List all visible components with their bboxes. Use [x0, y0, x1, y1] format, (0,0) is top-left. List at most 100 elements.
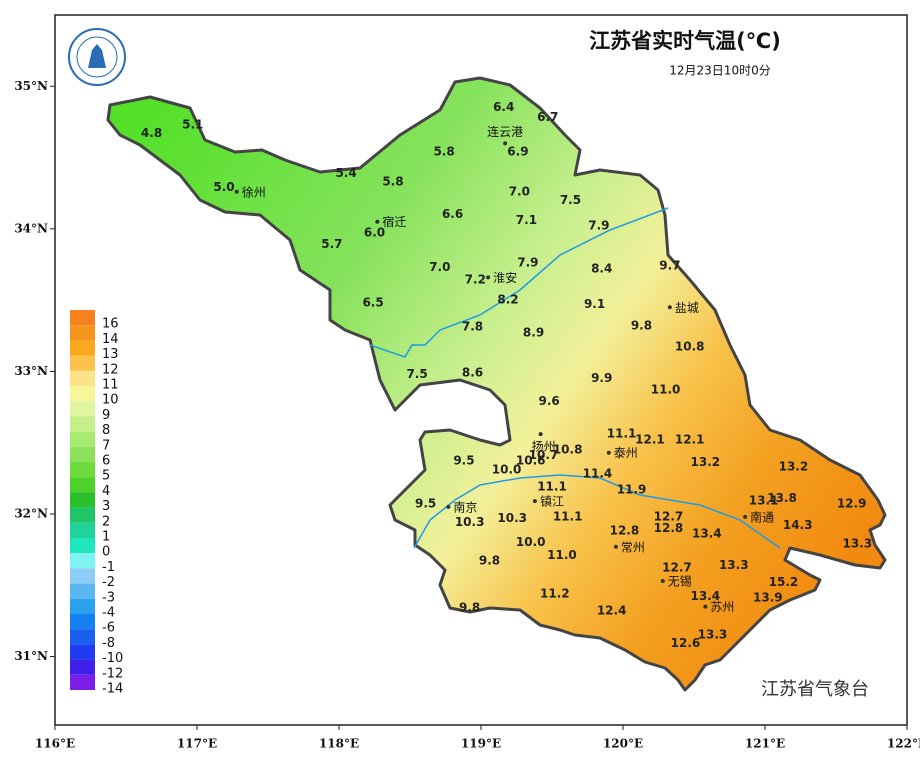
- city-dot: [743, 514, 748, 519]
- city-label: 徐州: [242, 184, 266, 199]
- station-temp: 5.0: [213, 180, 234, 194]
- legend-swatch: [70, 538, 95, 554]
- map-title: 江苏省实时气温(℃): [589, 29, 781, 53]
- station-temp: 9.6: [539, 394, 560, 408]
- legend-swatch: [70, 340, 95, 356]
- city-label: 淮安: [493, 270, 517, 285]
- legend-swatch: [70, 325, 95, 341]
- legend-swatch: [70, 431, 95, 447]
- city-dot: [667, 305, 672, 310]
- station-temp: 12.9: [837, 497, 867, 511]
- legend-label: 1: [102, 530, 110, 545]
- city-dot: [446, 504, 451, 509]
- station-temp: 13.1: [749, 494, 779, 508]
- legend-swatch: [70, 568, 95, 584]
- city-label: 镇江: [540, 495, 564, 509]
- city-label: 盐城: [675, 301, 699, 315]
- x-tick-label: 117°E: [177, 737, 217, 751]
- station-temp: 9.5: [415, 497, 436, 511]
- station-temp: 7.0: [509, 184, 530, 198]
- city-dot: [503, 141, 508, 146]
- station-temp: 11.1: [553, 509, 583, 523]
- station-temp: 5.1: [182, 117, 203, 131]
- station-temp: 7.9: [517, 256, 538, 270]
- legend-label: 13: [102, 347, 119, 362]
- y-tick-label: 31°N: [14, 649, 48, 663]
- legend-swatch: [70, 492, 95, 508]
- legend-swatch: [70, 401, 95, 417]
- city-dot: [375, 219, 380, 224]
- city-label: 南京: [453, 499, 477, 514]
- station-temp: 12.1: [675, 432, 705, 446]
- station-temp: 5.7: [321, 237, 342, 251]
- logo: [68, 28, 126, 86]
- city-dot: [703, 604, 708, 609]
- legend-label: -4: [102, 606, 115, 621]
- station-temp: 13.3: [842, 536, 872, 550]
- station-temp: 10.0: [492, 462, 522, 476]
- legend-swatch: [70, 629, 95, 645]
- station-temp: 9.1: [584, 297, 605, 311]
- legend-label: 6: [102, 454, 110, 469]
- province-outline: [106, 76, 887, 692]
- legend-swatch: [70, 446, 95, 462]
- station-temp: 6.0: [364, 226, 385, 240]
- legend-label: -8: [102, 636, 115, 651]
- map-subtitle: 12月23日10时0分: [669, 64, 770, 78]
- station-temp: 5.4: [335, 166, 356, 180]
- station-temp: 9.5: [453, 454, 474, 468]
- city-label: 泰州: [614, 446, 638, 460]
- station-temp: 9.9: [591, 371, 612, 385]
- station-temp: 12.1: [635, 432, 665, 446]
- station-temp: 6.5: [362, 295, 383, 309]
- legend-label: 3: [102, 499, 110, 514]
- city-label: 南通: [750, 509, 774, 524]
- station-temp: 7.2: [465, 273, 486, 287]
- legend-swatch: [70, 370, 95, 386]
- station-temp: 11.1: [537, 479, 567, 493]
- city-dot: [613, 544, 618, 549]
- legend-swatch: [70, 522, 95, 538]
- legend-label: -2: [102, 575, 115, 590]
- station-temp: 6.7: [537, 110, 558, 124]
- station-temp: 13.4: [691, 589, 721, 603]
- station-temp: 13.2: [691, 455, 721, 469]
- legend-swatch: [70, 355, 95, 371]
- city-dot: [234, 189, 239, 194]
- city-label: 苏州: [710, 600, 734, 614]
- station-temp: 7.1: [516, 213, 537, 227]
- city-label: 宿迁: [382, 214, 406, 229]
- city-dot: [606, 450, 611, 455]
- station-temp: 8.9: [523, 325, 544, 339]
- station-temp: 13.3: [698, 628, 728, 642]
- station-temp: 6.9: [507, 144, 528, 158]
- legend-swatch: [70, 416, 95, 432]
- city-label: 无锡: [668, 574, 692, 589]
- city-label: 连云港: [487, 124, 523, 139]
- station-temp: 12.8: [654, 521, 684, 535]
- legend-swatch: [70, 462, 95, 478]
- station-temp: 11.0: [651, 382, 681, 396]
- station-temp: 10.8: [553, 442, 583, 456]
- legend-label: 2: [102, 514, 110, 529]
- legend-label: 16: [102, 317, 119, 332]
- station-temp: 8.6: [462, 365, 483, 379]
- legend-swatch: [70, 386, 95, 402]
- legend-label: -3: [102, 590, 115, 605]
- station-temp: 5.8: [433, 144, 454, 158]
- station-temp: 7.8: [462, 320, 483, 334]
- station-temp: 11.2: [540, 586, 570, 600]
- legend-swatch: [70, 659, 95, 675]
- x-tick-label: 119°E: [461, 737, 501, 751]
- legend-label: -14: [102, 682, 123, 697]
- station-temp: 4.8: [141, 126, 162, 140]
- legend-swatch: [70, 674, 95, 690]
- legend-label: 7: [102, 438, 110, 453]
- station-temp: 7.5: [560, 193, 581, 207]
- station-temp: 8.2: [497, 293, 518, 307]
- station-temp: 11.0: [547, 548, 577, 562]
- x-tick-label: 122°E: [887, 737, 920, 751]
- legend-label: 9: [102, 408, 110, 423]
- legend-label: -12: [102, 666, 123, 681]
